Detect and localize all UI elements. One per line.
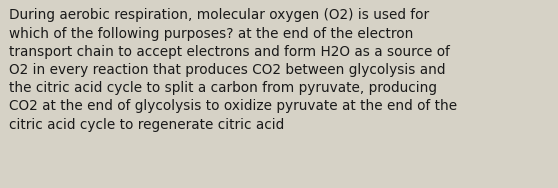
Text: During aerobic respiration, molecular oxygen (O2) is used for
which of the follo: During aerobic respiration, molecular ox…	[9, 8, 457, 132]
